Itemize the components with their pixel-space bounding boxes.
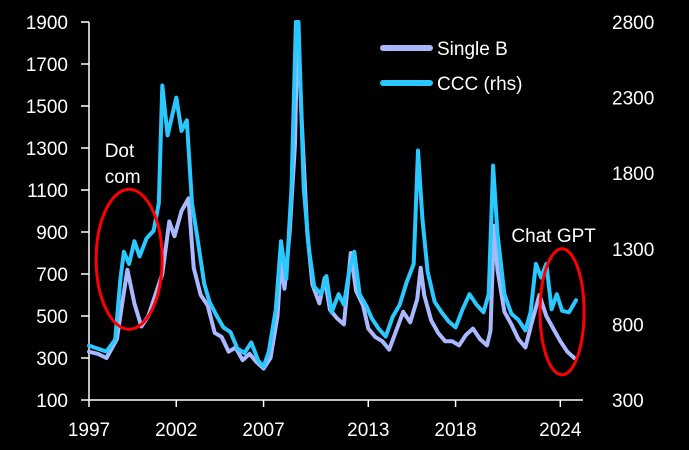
left-tick-label: 100 xyxy=(36,391,68,412)
left-tick-label: 1500 xyxy=(26,97,68,118)
left-tick-label: 500 xyxy=(36,307,68,328)
right-tick-label: 1300 xyxy=(612,240,654,261)
x-axis: 1997 2002 2007 2013 2018 2024 xyxy=(68,399,583,441)
x-tick-label: 2018 xyxy=(434,420,476,441)
chatgpt-highlight-ellipse xyxy=(538,247,586,377)
right-tick-label: 2800 xyxy=(612,13,654,34)
left-tick-label: 1700 xyxy=(26,55,68,76)
right-tick-label: 300 xyxy=(612,391,644,412)
right-tick-label: 1800 xyxy=(612,164,654,185)
left-tick-label: 1100 xyxy=(27,181,68,202)
left-tick-label: 1300 xyxy=(26,139,68,160)
annotation-dotcom-label: Dot xyxy=(105,141,135,162)
right-axis: 2800 2300 1800 1300 800 300 xyxy=(612,13,654,412)
left-tick-label: 700 xyxy=(36,265,68,286)
legend-label-single-b: Single B xyxy=(437,39,508,60)
right-tick-label: 800 xyxy=(612,315,644,336)
left-axis: 1900 1700 1500 1300 1100 900 700 500 300 100 xyxy=(26,13,90,412)
x-tick-label: 2024 xyxy=(539,420,582,441)
left-tick-label: 300 xyxy=(36,349,68,370)
annotation-dotcom-label: com xyxy=(105,167,141,188)
annotation-layer: Dot com Chat GPT xyxy=(94,141,596,377)
series-layer xyxy=(87,20,578,371)
annotation-chatgpt-label: Chat GPT xyxy=(511,226,596,247)
left-tick-label: 1900 xyxy=(26,13,68,34)
legend: Single B CCC (rhs) xyxy=(380,39,523,95)
x-tick-label: 2007 xyxy=(242,420,284,441)
x-tick-label: 2013 xyxy=(347,420,389,441)
x-tick-label: 1997 xyxy=(68,420,110,441)
legend-label-ccc: CCC (rhs) xyxy=(437,74,523,95)
x-tick-label: 2002 xyxy=(155,420,197,441)
left-tick-label: 900 xyxy=(36,223,68,244)
dotcom-highlight-ellipse xyxy=(94,187,164,331)
right-tick-label: 2300 xyxy=(612,89,654,110)
series-line-ccc xyxy=(87,20,578,369)
